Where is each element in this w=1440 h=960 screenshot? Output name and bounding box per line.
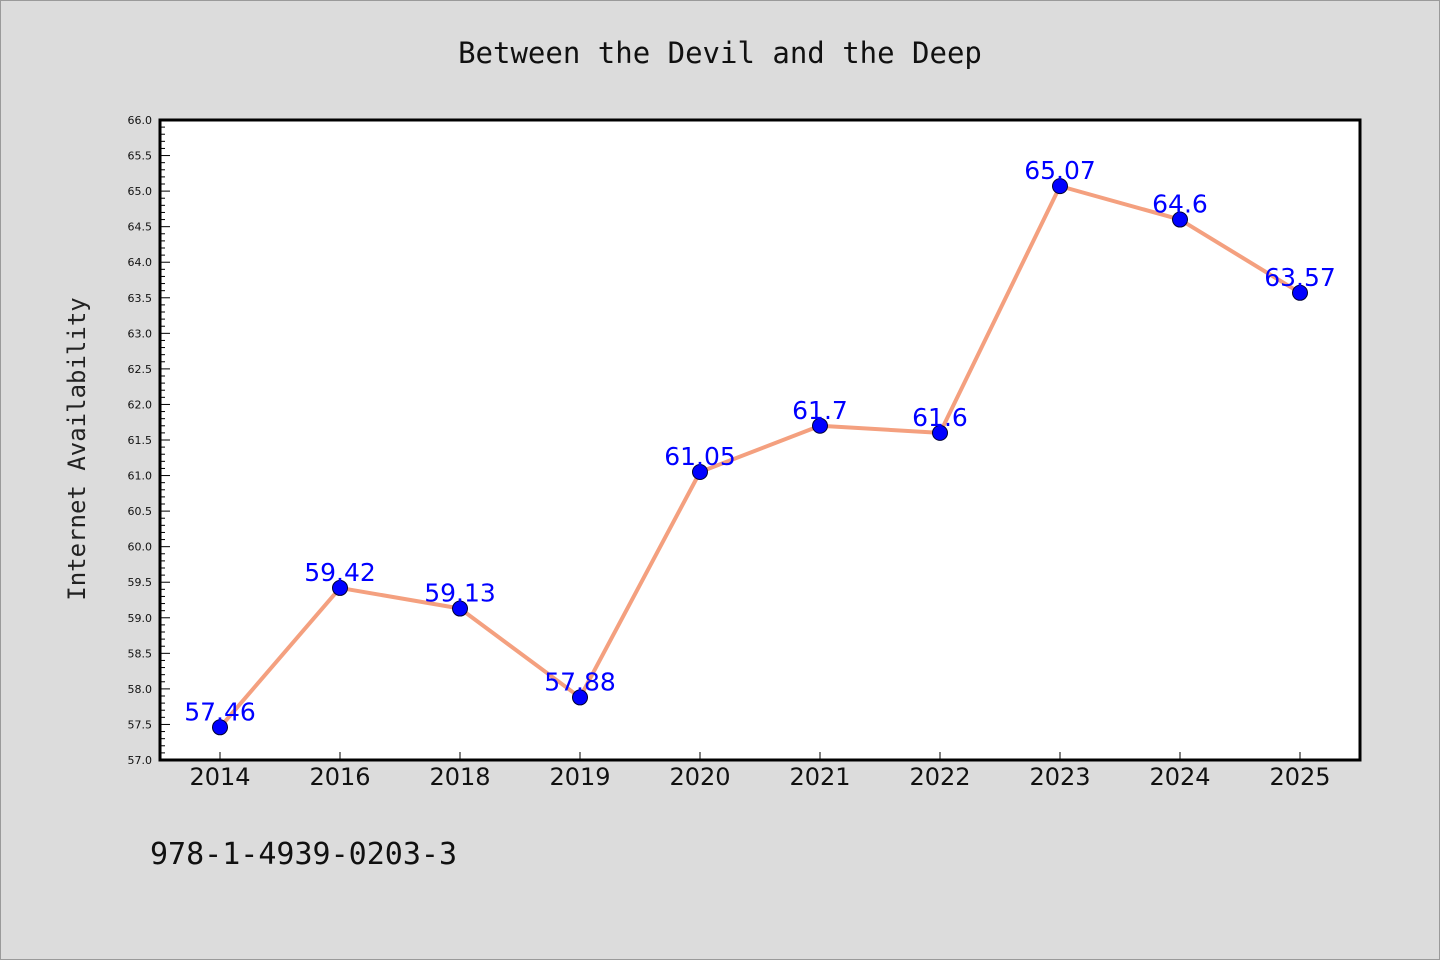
- x-tick-label: 2016: [309, 763, 370, 791]
- y-tick-label: 60.0: [128, 541, 153, 554]
- data-point: [692, 464, 708, 480]
- x-tick-label: 2023: [1029, 763, 1090, 791]
- y-tick-label: 59.0: [128, 612, 153, 625]
- y-tick-label: 57.5: [128, 718, 153, 731]
- plot-area: [160, 120, 1360, 760]
- x-tick-label: 2014: [189, 763, 250, 791]
- y-tick-label: 61.5: [128, 434, 153, 447]
- x-tick-label: 2024: [1149, 763, 1210, 791]
- y-tick-label: 65.5: [128, 150, 153, 163]
- data-point: [332, 579, 348, 596]
- data-label: 57.88: [544, 667, 616, 696]
- x-tick-label: 2022: [909, 763, 970, 791]
- data-point: [452, 600, 468, 617]
- data-point: [1292, 284, 1308, 301]
- series-line: [218, 184, 1302, 730]
- data-point: [212, 719, 228, 736]
- y-tick-label: 64.5: [128, 221, 153, 234]
- y-tick-label: 64.0: [128, 256, 153, 269]
- y-tick-label: 58.5: [128, 647, 153, 660]
- data-label: 57.46: [184, 697, 256, 726]
- data-label: 59.13: [424, 579, 496, 608]
- y-tick-label: 66.0: [128, 114, 153, 127]
- data-label: 61.7: [792, 396, 848, 425]
- x-tick-label: 2019: [549, 763, 610, 791]
- y-tick-label: 60.5: [128, 505, 153, 518]
- x-tick-label: 2021: [789, 763, 850, 791]
- data-point: [932, 424, 948, 441]
- data-label: 63.57: [1264, 263, 1336, 292]
- y-tick-label: 63.5: [128, 292, 153, 305]
- x-tick-label: 2025: [1269, 763, 1330, 791]
- data-point: [1172, 211, 1188, 228]
- data-point: [572, 689, 588, 706]
- x-tick-label: 2020: [669, 763, 730, 791]
- y-tick-label: 63.0: [128, 327, 153, 340]
- plot-frame: [158, 118, 1362, 762]
- isbn-label: 978-1-4939-0203-3: [150, 837, 457, 872]
- x-tick-label: 2018: [429, 763, 490, 791]
- data-label: 61.05: [664, 442, 736, 471]
- data-label: 61.6: [912, 403, 968, 432]
- y-tick-label: 65.0: [128, 185, 153, 198]
- data-point: [812, 417, 828, 434]
- y-axis-label: Internet Availability: [63, 297, 91, 600]
- series-group: 57.46 59.42 59.13 57.88 61.05 61.7 61.6 65.07 64…: [184, 156, 1336, 736]
- y-tick-label: 62.5: [128, 363, 153, 376]
- y-tick-label: 57.0: [128, 754, 153, 767]
- y-tick-label: 62.0: [128, 398, 153, 411]
- y-tick-label: 58.0: [128, 683, 153, 696]
- y-tick-label: 59.5: [128, 576, 153, 589]
- chart-title: Between the Devil and the Deep: [458, 36, 982, 70]
- data-point: [1052, 178, 1068, 195]
- y-tick-label: 61.0: [128, 470, 153, 483]
- x-axis: 2014 2016 2018 2019 2020 2021 2022 2023 2024 2025: [189, 752, 1331, 791]
- data-label: 65.07: [1024, 156, 1096, 185]
- data-label: 64.6: [1152, 190, 1208, 219]
- y-axis: 57.0 57.5 58.0 58.5 59.0 59.5 60.0 60.5 61.0 61.5…: [128, 114, 170, 767]
- data-label: 59.42: [304, 558, 376, 587]
